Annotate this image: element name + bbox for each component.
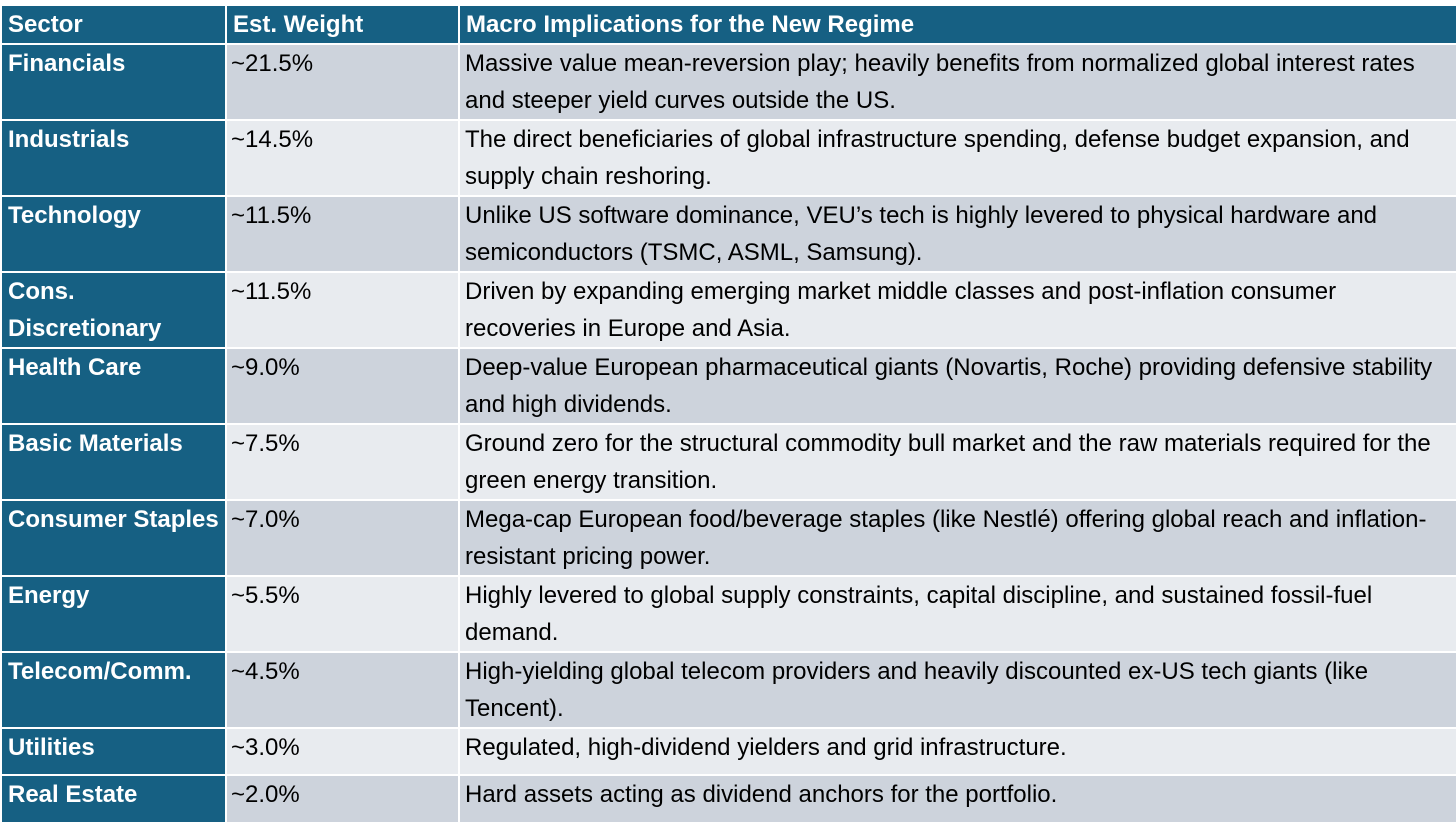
sector-cell: Real Estate	[0, 774, 227, 824]
table-row: Consumer Staples ~7.0% Mega-cap European…	[0, 499, 1456, 577]
sector-cell: Cons. Discretionary	[0, 271, 227, 349]
implications-cell: Ground zero for the structural commodity…	[458, 423, 1456, 501]
table-row: Energy ~5.5% Highly levered to global su…	[0, 575, 1456, 653]
table-row: Real Estate ~2.0% Hard assets acting as …	[0, 774, 1456, 824]
weight-cell: ~5.5%	[225, 575, 460, 653]
implications-cell: Hard assets acting as dividend anchors f…	[458, 774, 1456, 824]
weight-cell: ~11.5%	[225, 195, 460, 273]
implications-cell: High-yielding global telecom providers a…	[458, 651, 1456, 729]
table-row: Utilities ~3.0% Regulated, high-dividend…	[0, 727, 1456, 776]
table-row: Health Care ~9.0% Deep-value European ph…	[0, 347, 1456, 425]
weight-cell: ~4.5%	[225, 651, 460, 729]
table-row: Cons. Discretionary ~11.5% Driven by exp…	[0, 271, 1456, 349]
table-row: Basic Materials ~7.5% Ground zero for th…	[0, 423, 1456, 501]
weight-cell: ~2.0%	[225, 774, 460, 824]
sector-cell: Health Care	[0, 347, 227, 425]
weight-cell: ~3.0%	[225, 727, 460, 776]
header-row: Sector Est. Weight Macro Implications fo…	[0, 4, 1456, 45]
implications-cell: The direct beneficiaries of global infra…	[458, 119, 1456, 197]
weight-cell: ~11.5%	[225, 271, 460, 349]
implications-cell: Deep-value European pharmaceutical giant…	[458, 347, 1456, 425]
implications-cell: Driven by expanding emerging market midd…	[458, 271, 1456, 349]
header-implications: Macro Implications for the New Regime	[458, 4, 1456, 45]
implications-cell: Massive value mean-reversion play; heavi…	[458, 43, 1456, 121]
table-row: Financials ~21.5% Massive value mean-rev…	[0, 43, 1456, 121]
sector-cell: Technology	[0, 195, 227, 273]
weight-cell: ~7.5%	[225, 423, 460, 501]
sector-cell: Consumer Staples	[0, 499, 227, 577]
table-row: Technology ~11.5% Unlike US software dom…	[0, 195, 1456, 273]
sector-cell: Industrials	[0, 119, 227, 197]
implications-cell: Highly levered to global supply constrai…	[458, 575, 1456, 653]
weight-cell: ~21.5%	[225, 43, 460, 121]
weight-cell: ~7.0%	[225, 499, 460, 577]
implications-cell: Unlike US software dominance, VEU’s tech…	[458, 195, 1456, 273]
sector-cell: Utilities	[0, 727, 227, 776]
weight-cell: ~14.5%	[225, 119, 460, 197]
table-row: Industrials ~14.5% The direct beneficiar…	[0, 119, 1456, 197]
sector-cell: Energy	[0, 575, 227, 653]
sector-cell: Basic Materials	[0, 423, 227, 501]
sector-cell: Financials	[0, 43, 227, 121]
implications-cell: Mega-cap European food/beverage staples …	[458, 499, 1456, 577]
header-sector: Sector	[0, 4, 227, 45]
weight-cell: ~9.0%	[225, 347, 460, 425]
header-weight: Est. Weight	[225, 4, 460, 45]
implications-cell: Regulated, high-dividend yielders and gr…	[458, 727, 1456, 776]
sector-weights-table: Sector Est. Weight Macro Implications fo…	[0, 4, 1456, 824]
sector-cell: Telecom/Comm.	[0, 651, 227, 729]
table-row: Telecom/Comm. ~4.5% High-yielding global…	[0, 651, 1456, 729]
